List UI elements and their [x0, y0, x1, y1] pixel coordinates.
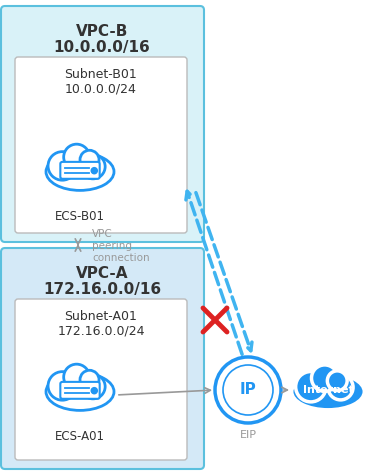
Text: VPC-A: VPC-A: [76, 266, 128, 281]
Text: 10.0.0.0/16: 10.0.0.0/16: [54, 40, 150, 55]
Circle shape: [328, 375, 353, 400]
Circle shape: [296, 372, 326, 402]
Text: VPC
peering
connection: VPC peering connection: [92, 229, 150, 263]
FancyBboxPatch shape: [60, 382, 100, 399]
Circle shape: [91, 168, 97, 174]
Circle shape: [327, 371, 347, 391]
Circle shape: [311, 365, 338, 392]
FancyBboxPatch shape: [15, 57, 187, 233]
Ellipse shape: [292, 374, 364, 410]
Text: Subnet-A01: Subnet-A01: [65, 310, 137, 323]
Text: 172.16.0.0/24: 172.16.0.0/24: [57, 324, 145, 337]
Circle shape: [48, 152, 77, 180]
Text: ECS-A01: ECS-A01: [55, 430, 105, 443]
Circle shape: [80, 150, 99, 169]
Text: Internet: Internet: [303, 385, 353, 395]
Text: EIP: EIP: [240, 430, 257, 440]
Text: VPC-B: VPC-B: [76, 24, 128, 39]
FancyBboxPatch shape: [60, 162, 100, 179]
Circle shape: [64, 364, 90, 390]
Text: 10.0.0.0/24: 10.0.0.0/24: [65, 82, 137, 95]
Circle shape: [48, 372, 77, 400]
Text: 172.16.0.0/16: 172.16.0.0/16: [43, 282, 161, 297]
Ellipse shape: [46, 373, 114, 410]
Ellipse shape: [46, 153, 114, 191]
FancyBboxPatch shape: [1, 6, 204, 242]
FancyBboxPatch shape: [15, 299, 187, 460]
FancyBboxPatch shape: [1, 248, 204, 469]
Circle shape: [91, 388, 97, 394]
Text: ECS-B01: ECS-B01: [55, 210, 105, 223]
Circle shape: [64, 144, 90, 170]
Circle shape: [81, 155, 105, 179]
Circle shape: [215, 357, 281, 423]
Text: IP: IP: [240, 383, 256, 398]
Circle shape: [223, 365, 273, 415]
Circle shape: [80, 370, 99, 389]
Circle shape: [81, 374, 105, 399]
Text: Subnet-B01: Subnet-B01: [65, 68, 137, 81]
